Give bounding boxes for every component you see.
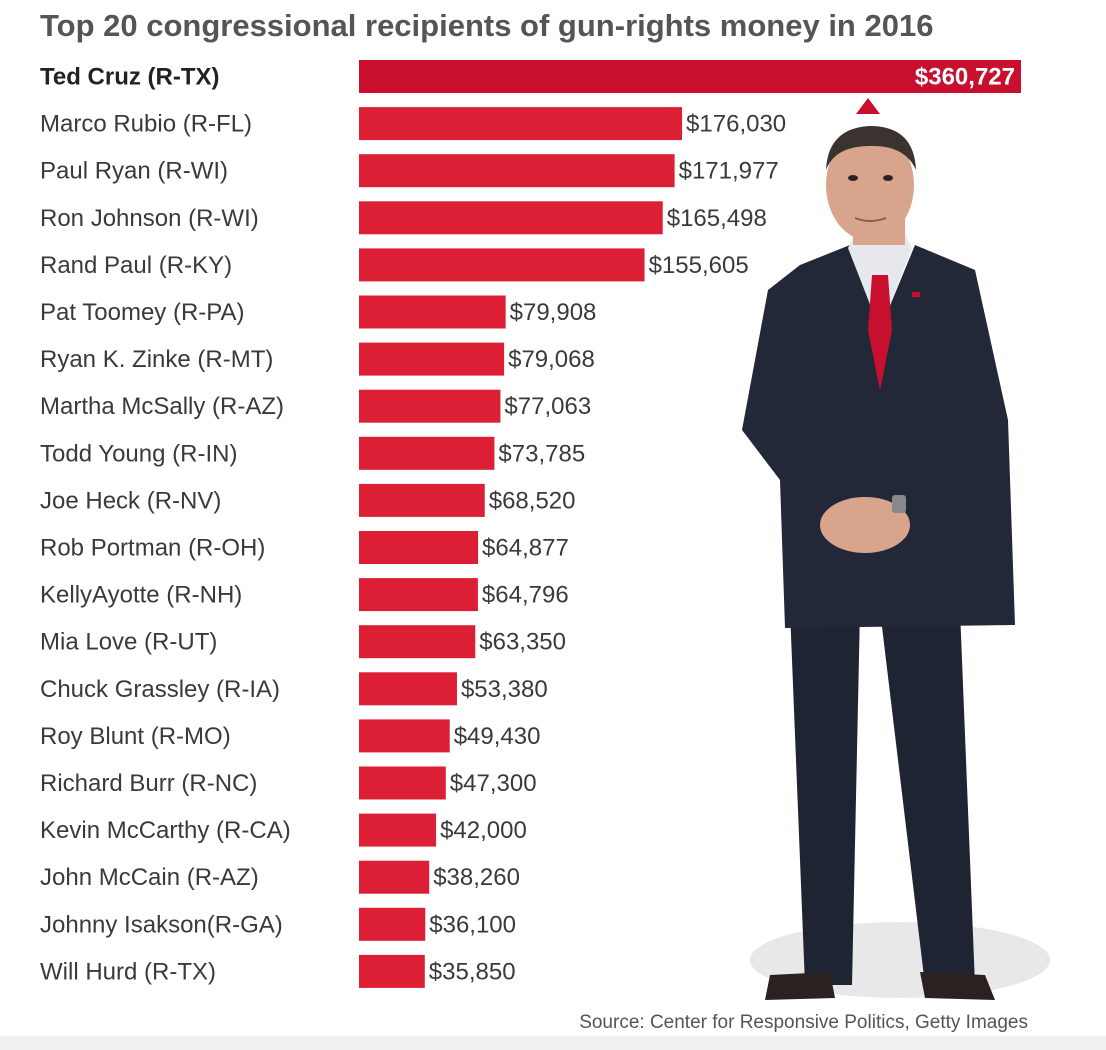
category-label: John McCain (R-AZ): [40, 864, 259, 891]
value-label: $64,796: [482, 582, 569, 609]
category-label: Paul Ryan (R-WI): [40, 158, 228, 185]
category-label: Mia Love (R-UT): [40, 629, 217, 656]
value-label: $36,100: [429, 911, 516, 938]
category-label: Kevin McCarthy (R-CA): [40, 817, 291, 844]
bar: [359, 625, 476, 659]
bar: [359, 60, 1021, 93]
bar: [359, 672, 457, 706]
bar: [359, 248, 645, 282]
bar: [359, 342, 505, 376]
value-label: $155,605: [649, 252, 749, 279]
bar: [359, 154, 675, 188]
bar: [359, 107, 683, 141]
category-label: Chuck Grassley (R-IA): [40, 676, 280, 703]
value-label: $79,068: [508, 346, 595, 373]
category-label: Marco Rubio (R-FL): [40, 111, 252, 138]
bar: [359, 954, 425, 988]
up-triangle-icon: [856, 98, 880, 114]
bar: [359, 483, 485, 517]
value-label: $64,877: [482, 535, 569, 562]
value-label: $360,727: [915, 64, 1015, 91]
value-label: $68,520: [489, 487, 576, 514]
category-label: Johnny Isakson(R-GA): [40, 911, 283, 938]
value-label: $73,785: [498, 440, 585, 467]
bar: [359, 860, 430, 894]
value-label: $165,498: [667, 205, 767, 232]
value-label: $171,977: [679, 158, 779, 185]
category-label: Will Hurd (R-TX): [40, 958, 216, 985]
value-label: $79,908: [510, 299, 597, 326]
category-label: Pat Toomey (R-PA): [40, 299, 245, 326]
bars-group: Ted Cruz (R-TX) $360,727 Marco Rubio (R-FL…: [40, 60, 1021, 988]
value-label: $176,030: [686, 111, 786, 138]
category-label: Ted Cruz (R-TX): [40, 64, 220, 91]
category-label: Rob Portman (R-OH): [40, 535, 265, 562]
category-label: Ryan K. Zinke (R-MT): [40, 346, 273, 373]
value-label: $49,430: [454, 723, 541, 750]
bar: [359, 389, 501, 423]
bar: [359, 201, 663, 235]
bar: [359, 295, 506, 329]
category-label: Rand Paul (R-KY): [40, 252, 232, 279]
category-label: Roy Blunt (R-MO): [40, 723, 231, 750]
bar: [359, 719, 450, 753]
bar: [359, 531, 479, 564]
value-label: $53,380: [461, 676, 548, 703]
bar: [359, 578, 478, 612]
bar: [359, 766, 446, 800]
category-label: Martha McSally (R-AZ): [40, 393, 284, 420]
value-label: $47,300: [450, 770, 537, 797]
politician-illustration: [742, 126, 1050, 1000]
bottom-strip: [0, 1036, 1106, 1050]
value-label: $38,260: [433, 864, 520, 891]
source-note: Source: Center for Responsive Politics, …: [579, 1012, 1028, 1033]
category-label: Todd Young (R-IN): [40, 440, 237, 467]
bar: [359, 907, 426, 941]
category-label: Ron Johnson (R-WI): [40, 205, 259, 232]
value-label: $63,350: [479, 629, 566, 656]
category-label: KellyAyotte (R-NH): [40, 582, 242, 609]
bar: [359, 813, 437, 847]
value-label: $35,850: [429, 958, 516, 985]
category-label: Joe Heck (R-NV): [40, 487, 221, 514]
bar: [359, 436, 495, 470]
category-label: Richard Burr (R-NC): [40, 770, 257, 797]
chart-title: Top 20 congressional recipients of gun-r…: [40, 8, 934, 43]
value-label: $42,000: [440, 817, 527, 844]
value-label: $77,063: [504, 393, 591, 420]
